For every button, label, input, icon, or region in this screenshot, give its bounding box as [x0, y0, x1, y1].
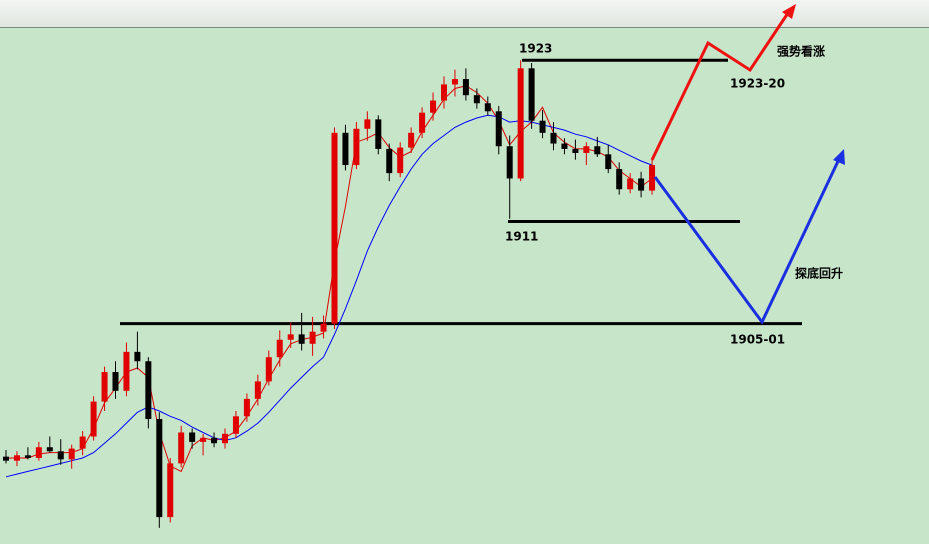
moving-average [6, 85, 653, 473]
candle-body [178, 432, 185, 464]
candle-body [430, 100, 437, 113]
candle-body [57, 451, 64, 460]
candle-body [243, 398, 250, 417]
plot [3, 58, 802, 528]
candle-body [583, 146, 590, 153]
candle-body [79, 436, 86, 449]
candle-body [134, 351, 141, 362]
candle-body [265, 357, 272, 382]
candle-body [145, 361, 152, 420]
candle-body [462, 79, 469, 96]
level-label: 1923 [519, 42, 552, 56]
candle-body [649, 165, 656, 191]
candle-body [123, 351, 130, 391]
candle-body [616, 169, 623, 190]
candle-body [298, 334, 305, 344]
arrow-head [833, 149, 845, 165]
labels: 1923 1911 1923-20 强势看涨 探底回升 1905-01 [505, 42, 843, 347]
caption-bar [0, 0, 929, 27]
candle-body [375, 119, 382, 149]
candle-body [90, 401, 97, 437]
candle-body [232, 416, 239, 434]
candle-body [605, 154, 612, 170]
candle-body [408, 132, 415, 148]
candle-body [397, 147, 404, 174]
candle-body [35, 447, 42, 458]
candle-body [451, 79, 458, 85]
candle-body [156, 419, 163, 518]
candle-body [517, 68, 524, 179]
candle-body [638, 178, 645, 191]
candle-body [528, 68, 535, 121]
candle-body [364, 119, 371, 129]
candle-body [112, 372, 119, 391]
candle-body [550, 132, 557, 144]
candle-body [594, 146, 601, 155]
annotation: 探底回升 [795, 266, 843, 281]
candle-body [419, 112, 426, 133]
candle-body [211, 437, 218, 444]
annotation: 强势看涨 [777, 44, 825, 59]
candle-body [539, 120, 546, 133]
candle-body [3, 456, 9, 461]
candle-body [189, 432, 196, 442]
candle-body [13, 455, 20, 461]
candle-body [561, 143, 568, 149]
candle-body [627, 178, 634, 190]
candle-body [167, 463, 174, 518]
candle-body [441, 84, 447, 101]
annotation: 1923-20 [730, 77, 785, 91]
candle-body [342, 132, 349, 166]
annotation: 1905-01 [730, 333, 785, 347]
candle-body [572, 148, 579, 153]
candle-body [484, 103, 491, 112]
candle-body [101, 372, 108, 402]
candle-body [506, 146, 513, 179]
arrow-head [782, 4, 796, 19]
candle-body [353, 128, 360, 166]
forecast-path [653, 156, 842, 325]
candle-body [254, 381, 261, 399]
candle-body [222, 433, 228, 444]
candle-body [320, 323, 327, 332]
candle-body [309, 331, 316, 344]
forecast-down [653, 149, 845, 325]
candle-body [46, 447, 53, 452]
candle-body [287, 334, 294, 340]
candle-body [331, 132, 338, 324]
candle-body [495, 111, 502, 147]
forecast-up [650, 4, 796, 161]
candle-body [386, 148, 393, 174]
candle-body [24, 455, 31, 458]
candle-body [473, 95, 480, 104]
candle-body [276, 339, 283, 358]
candle-body [68, 448, 75, 460]
forecast-path [650, 9, 792, 161]
level-label: 1911 [505, 230, 538, 244]
candle-body [200, 437, 207, 442]
